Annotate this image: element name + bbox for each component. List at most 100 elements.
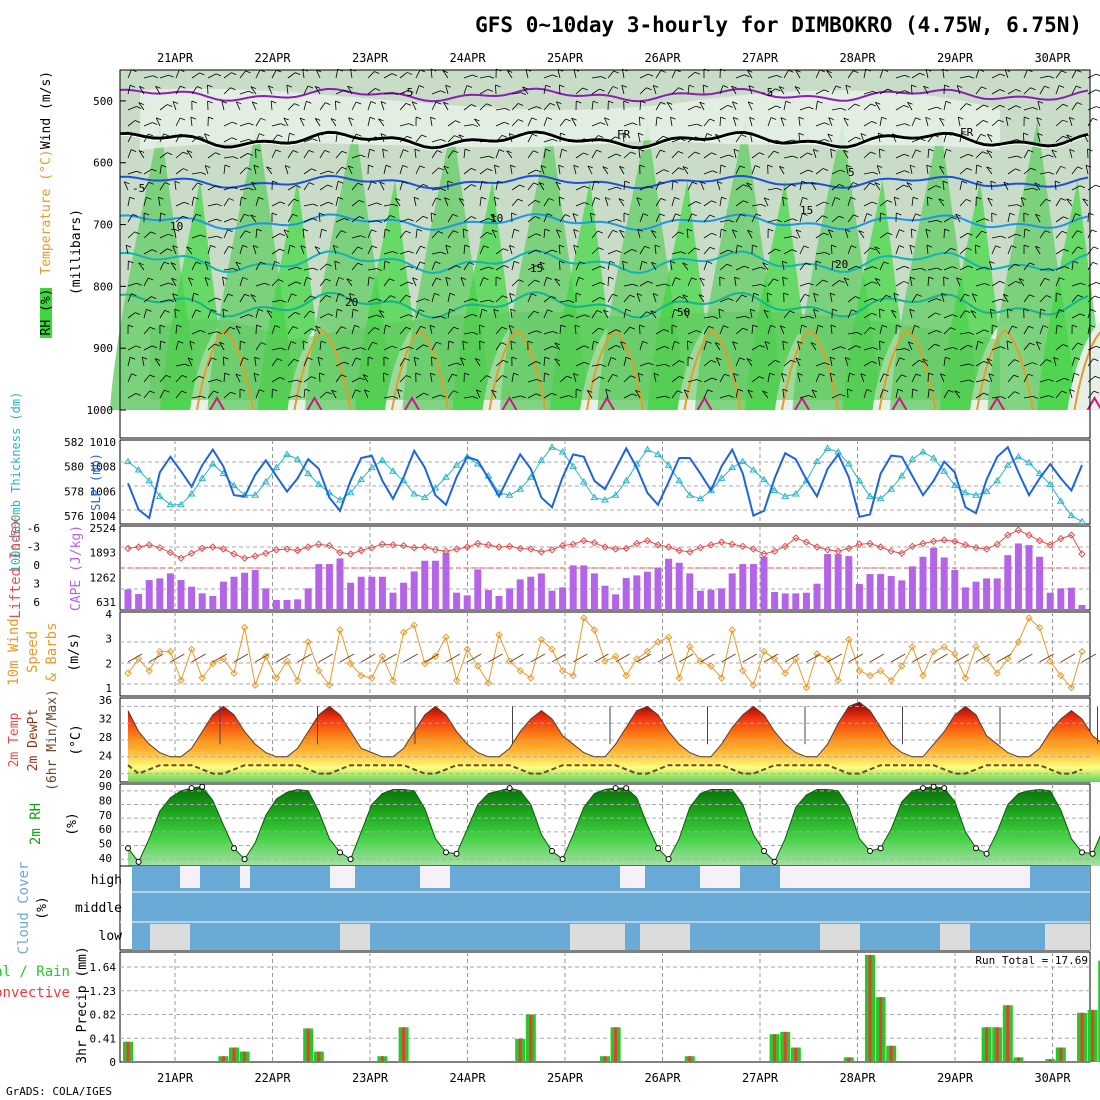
wind-barb-shaft [923,85,929,95]
wind-barb-shaft [383,203,393,207]
rh-marker [337,849,343,856]
wind-barb-shaft [703,326,710,335]
wind-barb-flag [435,261,441,265]
wind-barb-shaft [799,106,809,111]
wind-barb-shaft [527,216,536,223]
wind-barb-shaft [1039,75,1049,79]
wind-barb-shaft [655,149,661,159]
wind-barb-flag [619,229,625,233]
wind-barb-flag [819,373,825,377]
wind-barb-flag [600,76,607,79]
wind-barb-shaft [959,103,967,111]
wind-barb-flag [251,181,257,185]
isotherm-loop [1073,331,1100,411]
lifted-index-marker [346,550,355,558]
wind-barb-flag [176,324,182,328]
wind-barb-flag [535,233,542,237]
cape-bar [484,590,492,610]
wind-barb-shaft [175,117,181,127]
wind-barb-flag [239,388,246,392]
wind-barb-flag [384,260,391,264]
wind-barb-flag [535,169,542,173]
wind-barb-shaft [319,278,326,287]
wind-barb-shaft [943,149,947,159]
wind-barb-shaft [154,358,161,367]
wind-barb-flag [1048,379,1054,382]
wind-barb-flag [188,277,194,281]
wind-barb-flag [608,276,614,280]
wind-barb-shaft [271,123,281,127]
wind-barb-flag [734,276,740,280]
wind-barb-shaft [767,88,776,95]
wind-barb-flag [355,357,362,361]
wind-barb-flag [746,358,753,361]
wind-barb-flag [376,314,382,318]
wind-barb-shaft [591,266,601,271]
thickness-marker [897,472,906,479]
wind-barb [339,653,355,663]
wind-barb-shaft [159,133,165,143]
wind-barb-flag [1015,105,1022,108]
wind-barb-flag [408,218,414,222]
wind-barb-shaft [927,148,930,159]
wind-barb-shaft [223,268,233,271]
wind-barb-shaft [508,325,513,335]
wind-barb-flag [783,292,789,296]
wind-barb-shaft [479,168,488,175]
wind-barb-flag [558,164,564,168]
wind-barb-flag [431,356,437,360]
wind-barb-flag [605,388,611,392]
wind-barb-shaft [399,218,409,223]
cape-label: CAPE (J/kg) [69,525,84,611]
contour-label: FR [960,126,974,139]
wind-barb-flag [1015,280,1021,284]
wind-barb-shaft [1035,341,1041,351]
wind-barb-shaft [891,310,897,319]
wind-barb-flag [139,85,145,89]
wind-barb-flag [501,326,507,330]
wind-barb-flag [694,247,700,251]
wind-barb-flag [778,86,785,89]
wind-barb-shaft [815,232,824,239]
wind-barb-flag [544,228,550,232]
wind-barb-flag [984,283,990,286]
wind-barb-flag [200,395,206,399]
pressure-level-label: 700 [93,219,113,232]
wind-barb-shaft [559,118,566,127]
wind-barb-flag [776,219,782,223]
wind-barb-flag [879,308,885,312]
wind-barb-flag [762,262,768,266]
wind-barb-flag [486,375,492,378]
upper-air-frame [119,69,1091,439]
wind-barb-flag [845,84,851,88]
wind-speed-marker [855,667,864,675]
wind-barb-flag [1029,262,1035,266]
wind-barb-flag [242,244,248,248]
wind-barb-flag [922,358,928,362]
wind-barb-shaft [863,69,867,79]
wind-barb-flag [568,300,575,303]
wind-barb-flag [748,85,754,88]
wind-barb-flag [552,74,558,78]
wind-barb-flag [186,246,192,250]
wind-barb-shaft [415,245,421,255]
wind-barb-flag [828,117,834,120]
wind-barb-flag [1062,135,1069,139]
wind-barb-flag [936,106,942,110]
wind-barb-shaft [746,182,753,191]
wind-barb-shaft [399,181,404,191]
isotherm-loop [683,328,742,411]
wind-barb-shaft [639,311,647,319]
wind-barb-flag [132,133,138,137]
wind-barb-flag [839,169,846,173]
wind-barb-flag [215,73,222,77]
wind-barb-shaft [367,117,371,127]
wind-barb-shaft [779,166,785,175]
wind-barb-flag [599,297,605,300]
wind-barb-shaft [314,118,321,127]
wind-barb-shaft [367,268,377,271]
wind-barb-shaft [255,282,265,287]
wind-barb-flag [472,124,479,127]
wind-barb-flag [989,261,995,264]
wind-barb-flag [216,203,222,207]
